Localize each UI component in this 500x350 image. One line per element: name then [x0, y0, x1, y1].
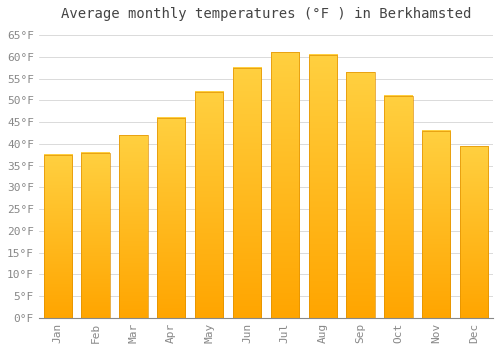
- Bar: [270, 52, 299, 318]
- Bar: [82, 153, 110, 318]
- Bar: [44, 155, 72, 318]
- Bar: [422, 131, 450, 318]
- Bar: [308, 55, 337, 318]
- Bar: [233, 68, 261, 318]
- Title: Average monthly temperatures (°F ) in Berkhamsted: Average monthly temperatures (°F ) in Be…: [60, 7, 471, 21]
- Bar: [346, 72, 375, 318]
- Bar: [195, 92, 224, 318]
- Bar: [119, 135, 148, 318]
- Bar: [157, 118, 186, 318]
- Bar: [460, 146, 488, 318]
- Bar: [384, 96, 412, 318]
